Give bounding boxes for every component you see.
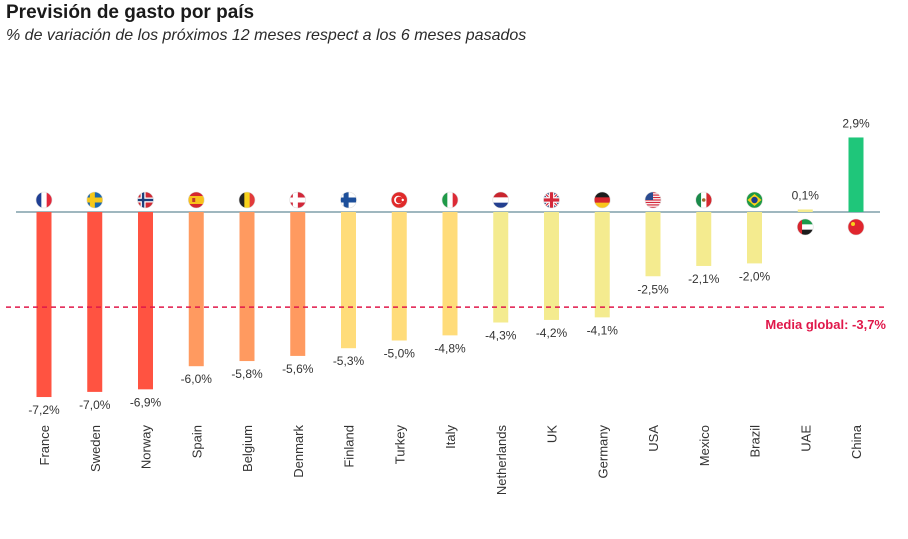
italy-flag-icon: [442, 192, 458, 208]
bar-mexico: [696, 212, 712, 266]
category-label: UK: [545, 425, 560, 443]
value-label: -4,3%: [485, 329, 517, 343]
usa-flag-icon: [645, 192, 661, 208]
value-label: -4,2%: [536, 326, 568, 340]
flag-outline: [441, 191, 459, 209]
category-label: UAE: [798, 425, 813, 452]
value-label: -2,1%: [688, 272, 720, 286]
value-label: -4,8%: [434, 341, 466, 355]
global-average-label: Media global: -3,7%: [765, 317, 886, 332]
bar-china: [848, 137, 864, 212]
value-label: 2,9%: [842, 116, 870, 130]
sweden-flag-icon: [86, 192, 103, 208]
category-label: Finland: [342, 425, 357, 468]
bar-brazil: [747, 212, 762, 264]
category-label: Brazil: [748, 425, 763, 458]
flag-outline: [695, 191, 713, 209]
netherlands-flag-icon: [492, 192, 509, 208]
brazil-flag-icon: [746, 192, 763, 208]
value-label: -2,5%: [637, 282, 669, 296]
value-label: -5,0%: [384, 347, 416, 361]
china-flag-icon: [848, 219, 864, 235]
bar-italy: [442, 212, 458, 336]
turkey-flag-icon: [391, 192, 408, 208]
bar-spain: [188, 212, 204, 367]
flag-outline: [796, 218, 814, 236]
bar-denmark: [290, 212, 306, 356]
category-label: Mexico: [697, 425, 712, 466]
flag-outline: [238, 191, 256, 209]
flag-outline: [137, 191, 154, 209]
flag-outline: [289, 191, 307, 209]
bar-turkey: [391, 212, 407, 341]
flag-outline: [390, 191, 408, 209]
chart-title: Previsión de gasto por país: [6, 2, 255, 23]
value-label: -6,9%: [130, 395, 162, 409]
bar-france: [36, 212, 52, 398]
value-label: -7,2%: [28, 403, 60, 417]
value-label: -5,8%: [231, 367, 263, 381]
bar-germany: [594, 212, 610, 318]
value-label: -2,0%: [739, 269, 771, 283]
finland-flag-icon: [340, 192, 357, 208]
spain-flag-icon: [188, 192, 205, 208]
belgium-flag-icon: [239, 192, 255, 208]
flag-outline: [340, 191, 357, 209]
france-flag-icon: [36, 192, 52, 208]
category-label: Sweden: [88, 425, 103, 472]
category-label: China: [849, 424, 864, 459]
category-label: Spain: [189, 425, 204, 458]
category-label: Denmark: [291, 425, 306, 478]
flag-outline: [644, 191, 662, 209]
flag-outline: [746, 191, 763, 209]
category-label: Germany: [595, 425, 610, 479]
category-label: Turkey: [392, 425, 407, 465]
bar-usa: [645, 212, 661, 277]
value-label: -6,0%: [181, 372, 213, 386]
uk-flag-icon: [543, 192, 560, 208]
value-label: -7,0%: [79, 398, 111, 412]
denmark-flag-icon: [289, 192, 306, 208]
flag-outline: [543, 191, 560, 209]
flag-outline: [593, 191, 611, 209]
uae-flag-icon: [797, 219, 814, 235]
flag-outline: [187, 191, 205, 209]
category-label: USA: [646, 425, 661, 452]
norway-flag-icon: [137, 192, 154, 208]
category-label: Belgium: [240, 425, 255, 472]
flag-outline: [492, 191, 510, 209]
mexico-flag-icon: [695, 192, 712, 208]
germany-flag-icon: [594, 192, 611, 208]
value-label: -5,3%: [333, 354, 365, 368]
value-label: -4,1%: [587, 323, 619, 337]
category-label: Netherlands: [494, 425, 509, 496]
value-label: -5,6%: [282, 362, 314, 376]
bar-uk: [544, 212, 559, 320]
category-label: Norway: [139, 425, 154, 470]
chart-subtitle: % de variación de los próximos 12 meses …: [6, 27, 527, 44]
bar-finland: [341, 212, 356, 349]
bar-belgium: [239, 212, 255, 362]
flag-outline: [86, 191, 104, 209]
bar-sweden: [87, 212, 103, 392]
flag-outline: [847, 218, 865, 236]
flag-outline: [35, 191, 53, 209]
bar-netherlands: [493, 212, 509, 323]
category-label: France: [37, 425, 52, 465]
bar-norway: [138, 212, 153, 390]
value-label: 0,1%: [792, 188, 820, 202]
bar-uae: [797, 209, 813, 212]
category-label: Italy: [443, 425, 458, 449]
